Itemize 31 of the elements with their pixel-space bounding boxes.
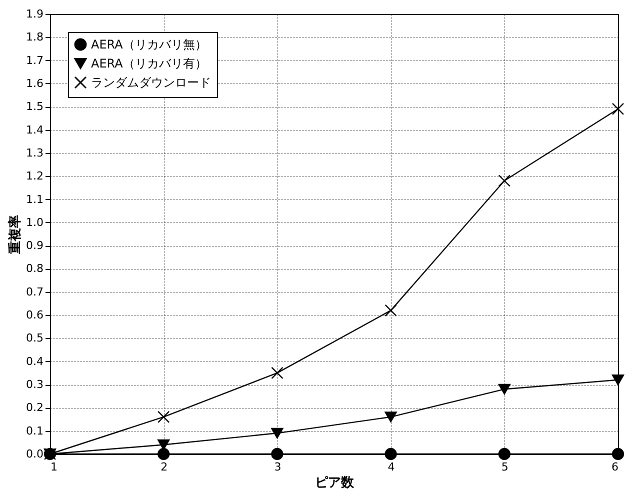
y-tick-label: 0.3 [26, 378, 44, 392]
x-tick-label: 3 [274, 460, 282, 474]
y-tick-label: 0.7 [26, 285, 44, 298]
x-tick-label: 4 [388, 460, 395, 474]
y-tick-label: 1.4 [26, 123, 44, 136]
y-tick-label: 0.1 [26, 424, 44, 438]
x-tick-label: 1 [50, 460, 58, 474]
legend-label: AERA（リカバリ無） [91, 38, 207, 52]
y-tick-label: 1.2 [26, 170, 44, 183]
x-tick-label: 2 [160, 460, 168, 474]
y-tick-label: 0.0 [26, 448, 44, 460]
y-tick-label: 0.2 [26, 401, 44, 414]
legend-label: ランダムダウンロード [91, 76, 211, 90]
y-axis-title: 重複率 [7, 215, 24, 255]
y-tick-label: 0.6 [26, 308, 44, 322]
y-tick-label: 0.9 [26, 239, 44, 252]
x-axis-title: ピア数 [315, 476, 355, 490]
y-tick-label: 0.8 [26, 262, 44, 276]
y-tick-label: 1.6 [26, 76, 44, 90]
x-tick-label: 5 [501, 460, 508, 474]
y-tick-label: 1.5 [26, 100, 44, 114]
y-tick-label: 1.8 [26, 30, 44, 44]
y-tick-label: 0.5 [26, 332, 44, 345]
y-tick-label: 1.3 [26, 146, 44, 160]
y-tick-label: 0.4 [26, 354, 44, 368]
x-tick-label: 6 [612, 460, 618, 474]
legend-label: AERA（リカバリ有） [91, 56, 207, 70]
y-tick-label: 1.1 [26, 192, 44, 206]
y-tick-label: 1.7 [26, 54, 44, 67]
y-tick-label: 1.9 [26, 8, 44, 20]
y-tick-label: 1.0 [26, 216, 44, 229]
